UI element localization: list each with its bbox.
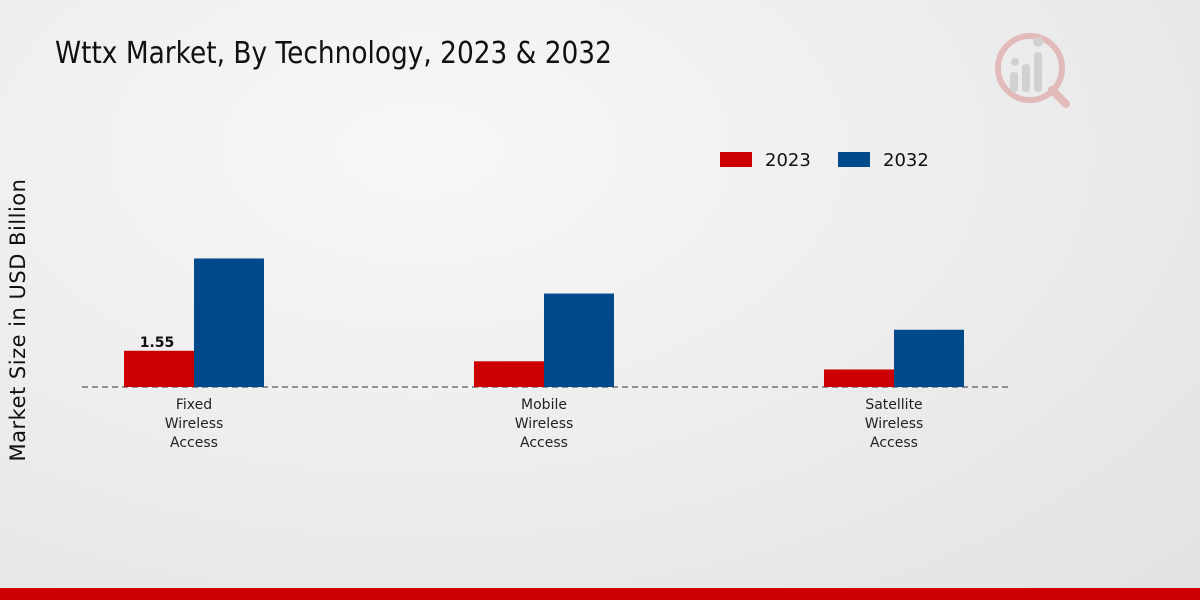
x-tick-label: Fixed xyxy=(176,397,212,413)
x-tick-label: Mobile xyxy=(521,397,567,413)
x-tick-label: Access xyxy=(520,435,568,451)
x-tick-label: Access xyxy=(170,435,218,451)
bar-2032-satellite xyxy=(894,329,964,387)
bar-2032-fixed xyxy=(194,258,264,387)
legend-label-2023: 2023 xyxy=(765,150,811,171)
brand-bottom-bar xyxy=(0,588,1200,600)
chart-title: Wttx Market, By Technology, 2023 & 2032 xyxy=(55,36,612,71)
data-label: 1.55 xyxy=(140,335,175,351)
x-tick-label: Satellite xyxy=(865,397,922,413)
legend-swatch-2023 xyxy=(720,152,752,167)
bar-2023-fixed xyxy=(124,350,194,387)
bar-2023-mobile xyxy=(474,361,544,387)
x-tick-label: Access xyxy=(870,435,918,451)
x-tick-label: Wireless xyxy=(165,416,224,432)
legend-label-2032: 2032 xyxy=(883,150,929,171)
market-research-logo-icon xyxy=(995,33,1070,108)
x-tick-label: Wireless xyxy=(515,416,574,432)
bar-2023-satellite xyxy=(824,369,894,387)
x-tick-label: Wireless xyxy=(865,416,924,432)
bar-2032-mobile xyxy=(544,293,614,387)
legend-swatch-2032 xyxy=(838,152,870,167)
